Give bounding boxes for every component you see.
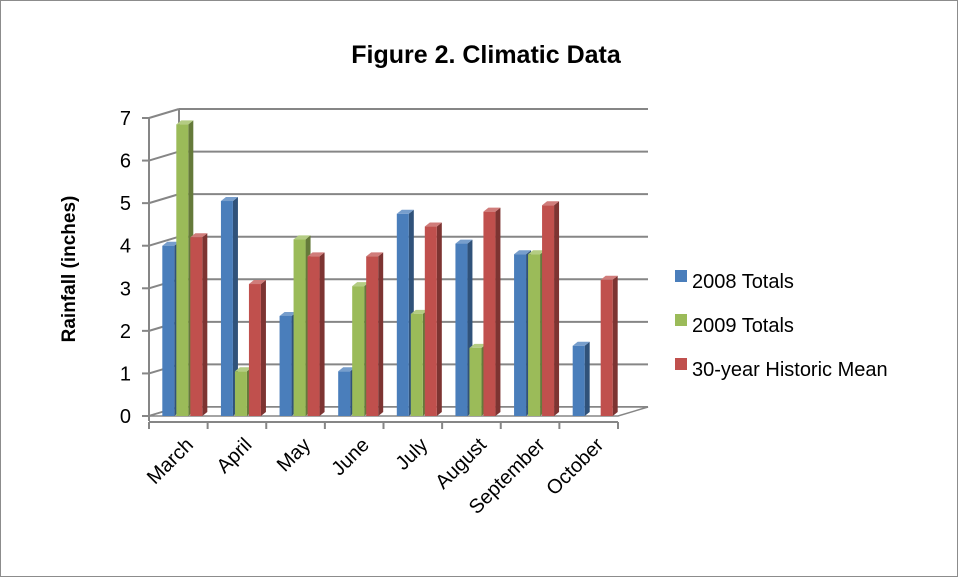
gridline-side bbox=[148, 235, 180, 247]
bar-june-3 bbox=[366, 252, 384, 416]
y-tick-label: 7 bbox=[120, 108, 131, 130]
legend: 2008 Totals 2009 Totals 30-year Historic M… bbox=[675, 270, 888, 381]
legend-label: 2008 Totals bbox=[692, 271, 794, 293]
y-tick-label: 1 bbox=[120, 363, 131, 385]
legend-label: 30-year Historic Mean bbox=[692, 359, 888, 381]
y-tick-label: 2 bbox=[120, 321, 131, 343]
bar-september-3 bbox=[542, 201, 560, 416]
bar-october-3 bbox=[600, 275, 618, 416]
y-tick-labels: 0 1 2 3 4 5 6 7 bbox=[120, 108, 131, 428]
gridline-side bbox=[148, 150, 180, 162]
bars bbox=[162, 120, 618, 416]
bar-april-3 bbox=[248, 280, 266, 416]
y-axis-label: Rainfall (inches) bbox=[59, 196, 80, 343]
legend-swatch bbox=[675, 270, 687, 282]
chart-title: Figure 2. Climatic Data bbox=[351, 41, 622, 69]
bar-october-1 bbox=[572, 341, 590, 416]
bar-august-3 bbox=[483, 207, 501, 416]
bar-april-1 bbox=[220, 197, 238, 416]
y-tick-label: 4 bbox=[120, 236, 131, 258]
gridline-side bbox=[148, 108, 180, 119]
x-tick-label: July bbox=[392, 434, 433, 475]
x-tick-labels: March April May June July AugustSeptemberOcto… bbox=[143, 434, 608, 519]
bar-july-3 bbox=[424, 222, 442, 416]
x-tick-label: June bbox=[327, 434, 373, 480]
legend-swatch bbox=[675, 358, 687, 370]
axes bbox=[142, 109, 649, 429]
x-tick-label: April bbox=[213, 434, 257, 478]
bar-march-3 bbox=[190, 233, 208, 416]
bar-may-3 bbox=[307, 252, 325, 416]
x-tick-label: May bbox=[273, 434, 315, 476]
gridline-side bbox=[148, 193, 180, 205]
legend-label: 2009 Totals bbox=[692, 315, 794, 337]
y-tick-label: 3 bbox=[120, 278, 131, 300]
y-tick-label: 0 bbox=[120, 406, 131, 428]
y-tick-label: 6 bbox=[120, 151, 131, 173]
y-tick-label: 5 bbox=[120, 193, 131, 215]
x-tick-label: March bbox=[143, 434, 198, 489]
legend-swatch bbox=[675, 314, 687, 326]
x-tick-label: October bbox=[542, 434, 608, 500]
